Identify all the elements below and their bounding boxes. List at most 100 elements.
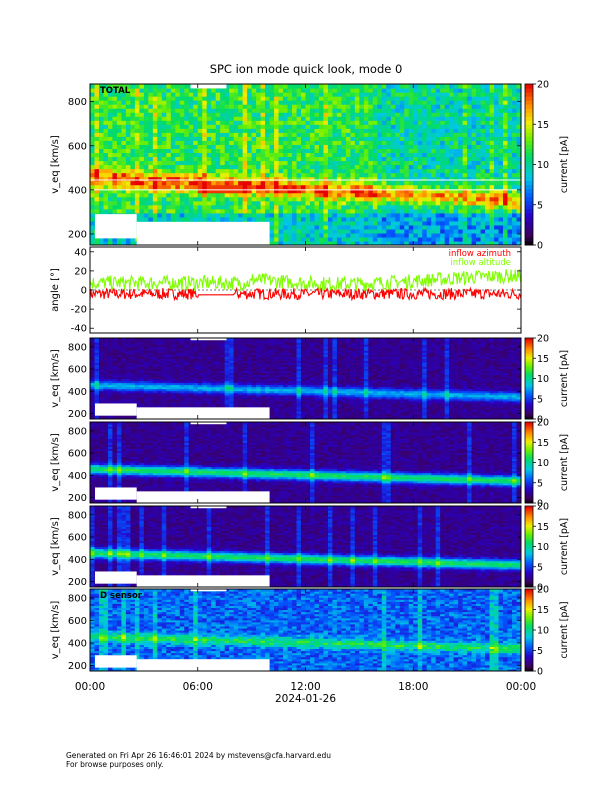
heatmap-cell <box>265 144 271 150</box>
heatmap-cell <box>112 342 118 345</box>
heatmap-cell <box>309 112 316 117</box>
heatmap-cell <box>395 200 401 206</box>
heatmap-cell <box>516 180 521 186</box>
heatmap-cell <box>449 152 455 158</box>
heatmap-cell <box>345 112 351 117</box>
heatmap-cell <box>498 216 504 222</box>
heatmap-cell <box>390 156 396 162</box>
heatmap-cell <box>134 342 140 345</box>
heatmap-cell <box>292 204 298 210</box>
heatmap-cell <box>179 388 185 392</box>
heatmap-cell <box>170 100 176 105</box>
heatmap-cell <box>296 140 302 145</box>
heatmap-cell <box>179 164 185 170</box>
heatmap-cell <box>98 338 105 341</box>
heatmap-cell <box>408 100 414 105</box>
y-tick-label: -40 <box>71 324 87 335</box>
heatmap-cell <box>116 144 123 150</box>
heatmap-cell <box>157 342 163 345</box>
heatmap-cell <box>283 136 289 141</box>
heatmap-cell <box>274 116 280 121</box>
heatmap-cell <box>251 204 257 210</box>
heatmap-cell <box>112 386 118 390</box>
heatmap-cell <box>251 148 257 154</box>
heatmap-cell <box>179 180 185 186</box>
heatmap-cell <box>431 240 437 245</box>
heatmap-cell <box>287 136 293 141</box>
heatmap-cell <box>256 88 262 93</box>
heatmap-cell <box>440 204 446 210</box>
heatmap-cell <box>467 192 473 198</box>
heatmap-cell <box>90 408 96 412</box>
heatmap-cell <box>103 164 109 170</box>
heatmap-cell <box>139 136 145 141</box>
heatmap-cell <box>233 124 239 129</box>
heatmap-cell <box>471 176 477 182</box>
heatmap-cell <box>125 340 132 343</box>
heatmap-cell <box>292 152 298 158</box>
heatmap-cell <box>318 148 325 154</box>
heatmap-cell <box>440 156 446 162</box>
heatmap-cell <box>296 208 302 214</box>
heatmap-cell <box>233 204 239 210</box>
heatmap-cell <box>256 152 262 158</box>
heatmap-cell <box>462 192 468 198</box>
heatmap-cell <box>184 160 190 166</box>
heatmap-cell <box>408 168 414 174</box>
heatmap-cell <box>125 362 132 365</box>
heatmap-cell <box>350 128 356 133</box>
heatmap-cell <box>130 88 136 93</box>
panel-label: TOTAL <box>100 86 131 96</box>
heatmap-cell <box>426 192 432 198</box>
heatmap-cell <box>453 96 459 101</box>
heatmap-cell <box>116 116 123 121</box>
heatmap-cell <box>157 352 163 355</box>
heatmap-cell <box>462 84 468 89</box>
heatmap-cell <box>206 152 212 158</box>
heatmap-cell <box>143 136 149 141</box>
heatmap-cell <box>323 128 329 133</box>
heatmap-cell <box>377 188 383 194</box>
heatmap-cell <box>116 384 123 388</box>
heatmap-cell <box>498 200 504 206</box>
heatmap-cell <box>283 172 289 178</box>
heatmap-cell <box>292 184 298 190</box>
heatmap-cell <box>112 394 118 398</box>
heatmap-cell <box>206 164 212 170</box>
heatmap-cell <box>287 124 293 129</box>
heatmap-cell <box>431 128 437 133</box>
heatmap-cell <box>143 108 149 113</box>
heatmap-cell <box>107 370 114 374</box>
colorbar-cell <box>525 160 533 165</box>
heatmap-cell <box>431 216 437 222</box>
heatmap-cell <box>431 152 437 158</box>
heatmap-cell <box>368 220 374 226</box>
heatmap-cell <box>480 96 486 101</box>
heatmap-cell <box>287 208 293 214</box>
heatmap-cell <box>94 100 100 105</box>
heatmap-cell <box>422 156 428 162</box>
heatmap-cell <box>440 120 446 125</box>
heatmap-cell <box>152 354 158 357</box>
heatmap-cell <box>512 204 518 210</box>
heatmap-cell <box>417 212 423 218</box>
heatmap-cell <box>130 364 136 367</box>
heatmap-cell <box>116 196 123 202</box>
heatmap-cell <box>90 216 96 222</box>
heatmap-cell <box>256 112 262 117</box>
heatmap-cell <box>98 92 105 97</box>
heatmap-cell <box>480 172 486 178</box>
heatmap-cell <box>301 212 307 218</box>
heatmap-cell <box>193 342 199 345</box>
heatmap-cell <box>458 236 464 242</box>
heatmap-cell <box>202 188 208 194</box>
heatmap-cell <box>278 168 284 174</box>
heatmap-cell <box>206 92 212 97</box>
heatmap-cell <box>278 176 284 182</box>
heatmap-cell <box>157 208 163 214</box>
heatmap-cell <box>197 128 203 133</box>
heatmap-cell <box>233 96 239 101</box>
heatmap-cell <box>157 348 163 351</box>
heatmap-cell <box>350 192 356 198</box>
heatmap-cell <box>422 108 428 113</box>
